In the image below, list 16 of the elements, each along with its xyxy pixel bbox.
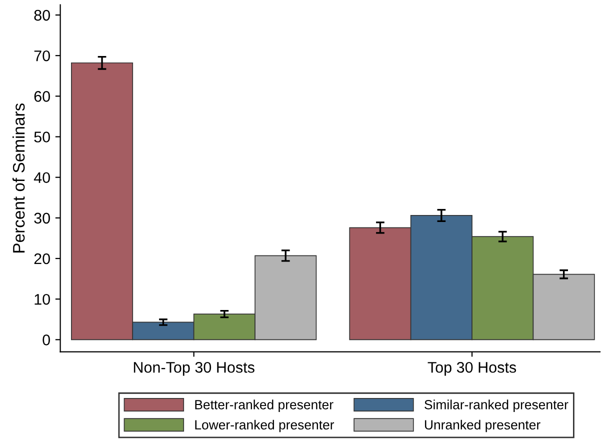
y-axis-title: Percent of Seminars [12,103,25,252]
y-tick-label: 80 [34,10,50,21]
y-tick-label: 70 [34,50,50,62]
y-tick-label: 20 [34,253,50,264]
legend-label: Similar-ranked presenter [424,400,568,412]
y-tick-label: 60 [34,91,50,102]
y-tick-label: 40 [34,172,50,184]
y-tick-label: 10 [34,294,50,305]
x-tick-label: Top 30 Hosts [428,362,516,376]
y-tick-label: 30 [34,212,50,224]
legend-label: Better-ranked presenter [195,400,334,412]
y-tick-label: 0 [42,334,50,346]
x-tick-label: Non-Top 30 Hosts [134,362,254,376]
legend-label: Lower-ranked presenter [195,420,334,432]
y-tick-label: 50 [34,132,50,142]
legend-label: Unranked presenter [424,420,540,432]
